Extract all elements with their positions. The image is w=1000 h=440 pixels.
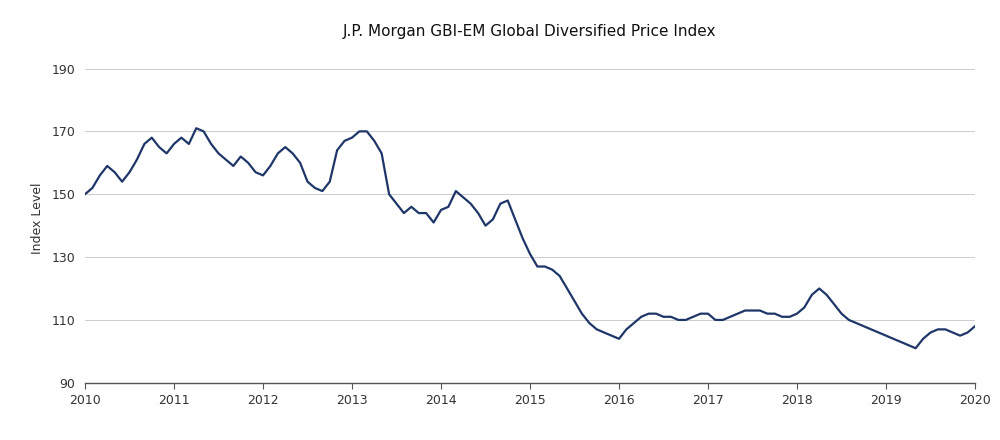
- Title: J.P. Morgan GBI-EM Global Diversified Price Index: J.P. Morgan GBI-EM Global Diversified Pr…: [343, 24, 717, 39]
- Y-axis label: Index Level: Index Level: [31, 182, 44, 253]
